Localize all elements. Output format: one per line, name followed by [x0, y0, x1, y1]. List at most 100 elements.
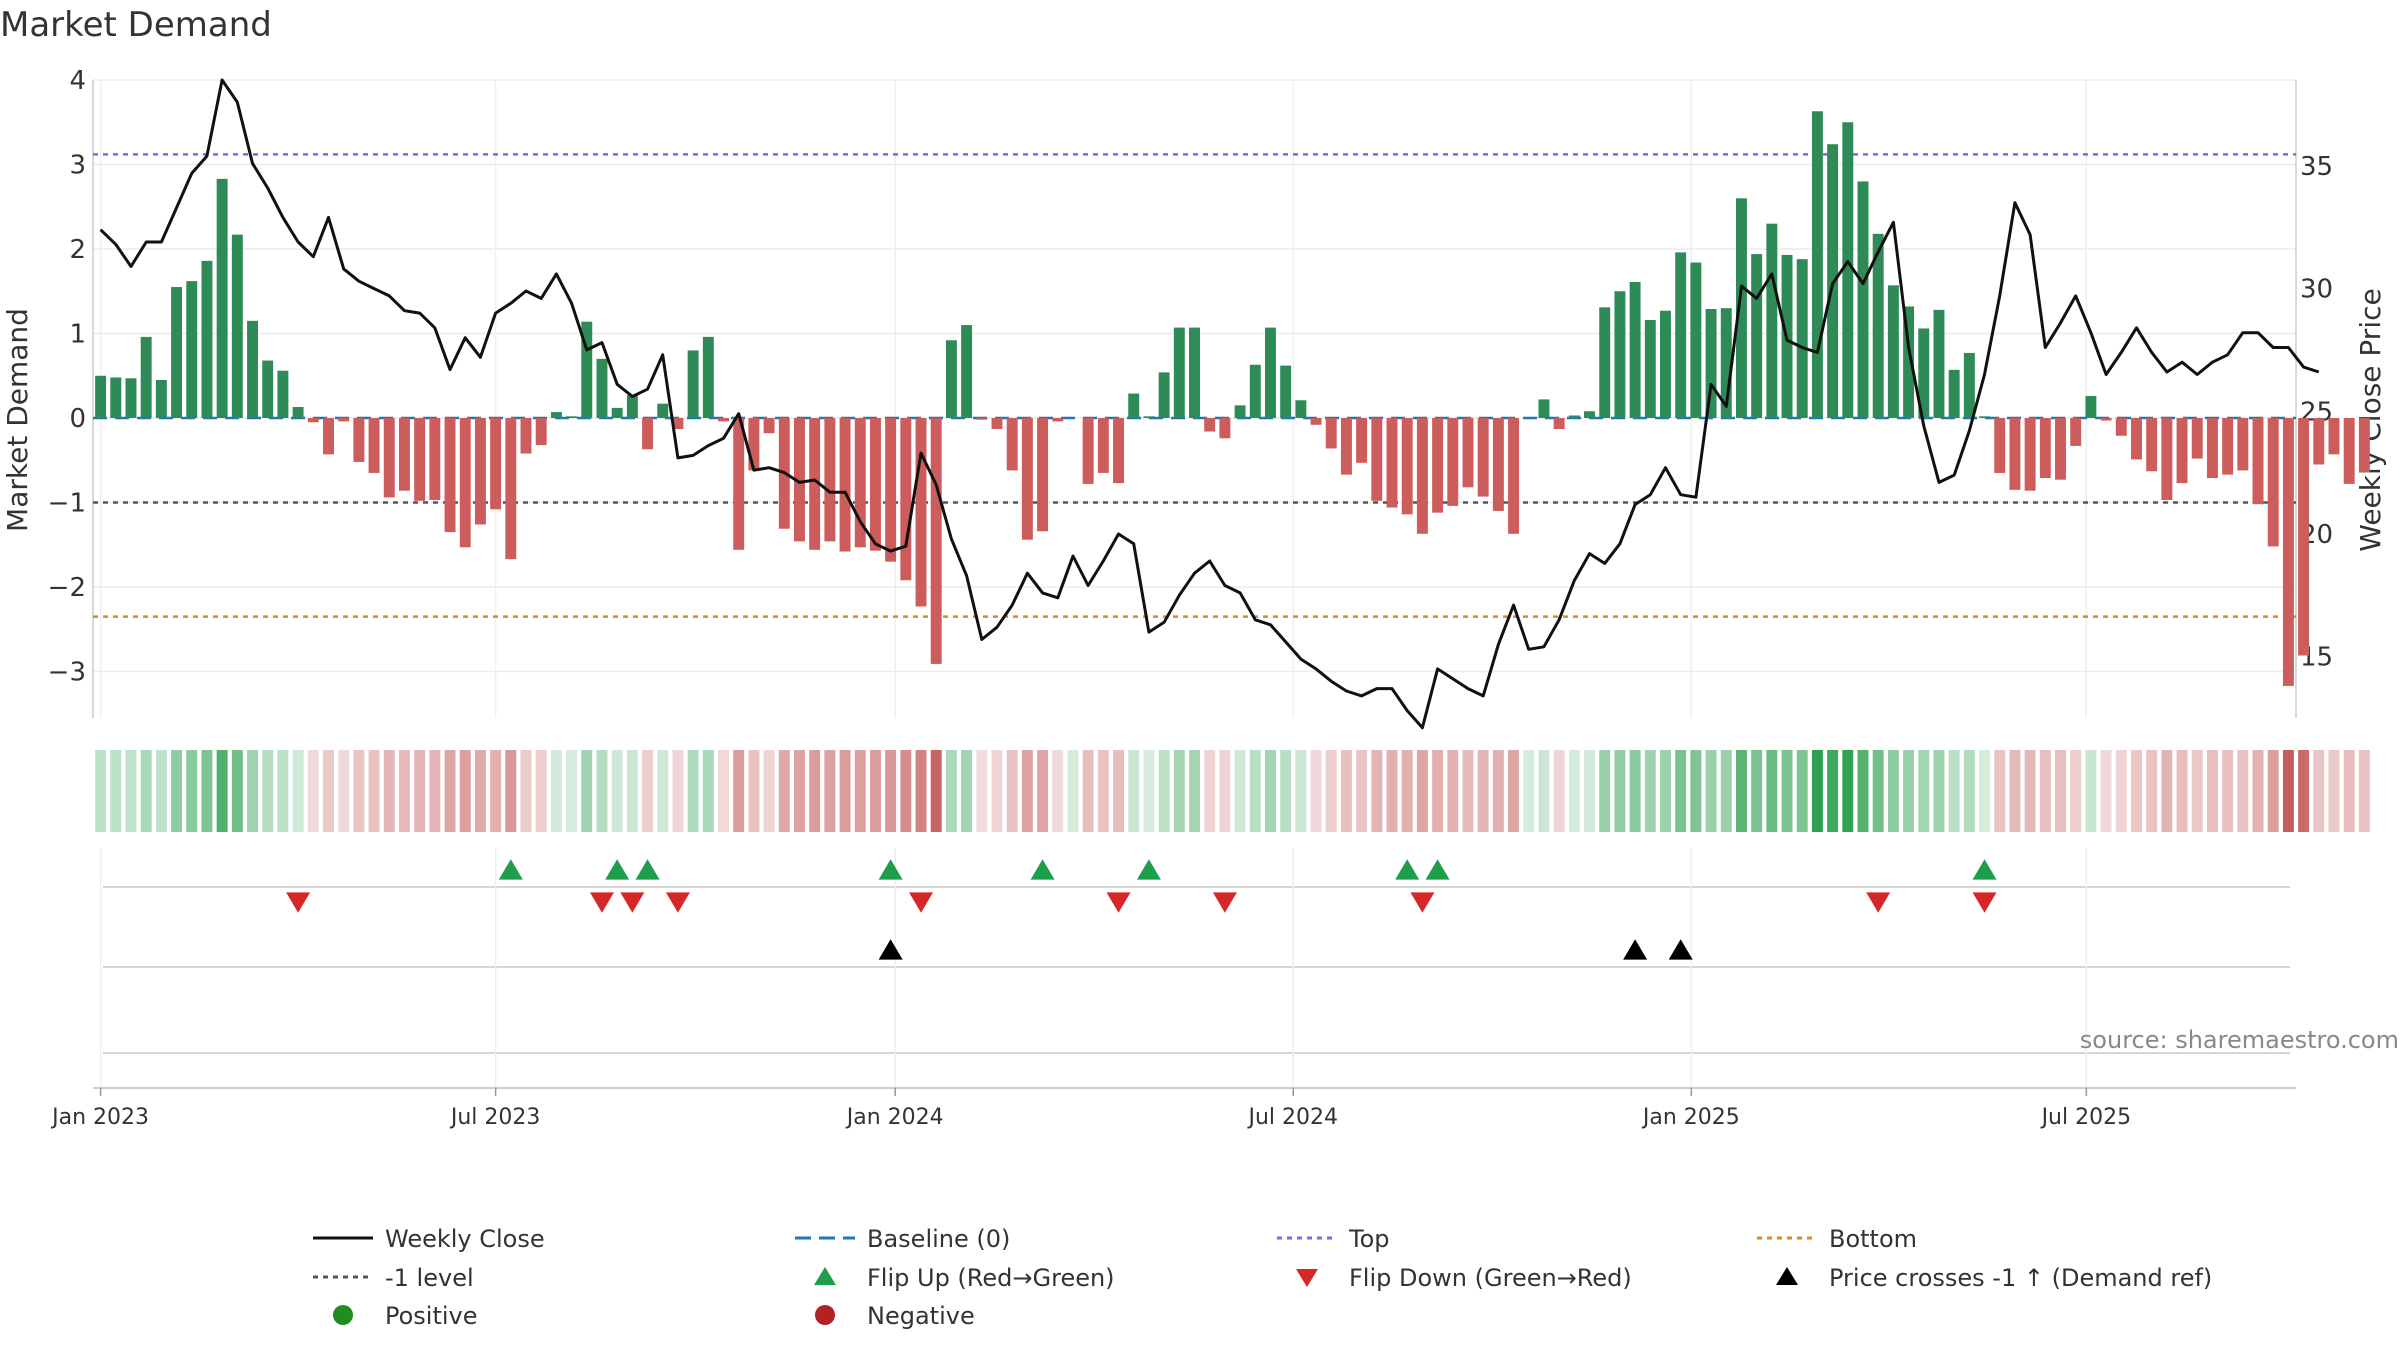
heat-cell	[794, 750, 805, 832]
demand-bar	[1690, 262, 1702, 419]
legend-item: -1 level	[313, 1264, 474, 1292]
heat-cell	[1462, 750, 1474, 832]
heat-cell	[611, 750, 623, 832]
heat-cell	[854, 750, 866, 832]
demand-bar	[2055, 418, 2066, 480]
demand-bar	[2024, 418, 2036, 491]
x-tick-label: Jan 2023	[50, 1105, 149, 1130]
demand-bar	[763, 418, 775, 434]
demand-bar	[2009, 418, 2021, 490]
heat-cell	[976, 750, 988, 832]
demand-bar	[1310, 418, 1322, 425]
demand-bar	[1113, 418, 1125, 484]
heat-cell	[125, 750, 137, 832]
heat-cell	[1553, 750, 1565, 832]
demand-bar	[1477, 418, 1489, 497]
heat-cell	[2131, 750, 2142, 832]
flip-down-marker	[1866, 892, 1891, 913]
heat-cell	[642, 750, 654, 832]
flip-down-marker	[1410, 892, 1435, 913]
heat-cell	[733, 750, 745, 832]
heat-cell	[945, 750, 957, 832]
heat-cell	[1219, 750, 1231, 832]
demand-bar	[2358, 418, 2370, 473]
demand-bar	[474, 418, 486, 525]
heat-cell	[550, 750, 562, 832]
flip-down-marker	[1106, 892, 1131, 913]
heat-cell	[2055, 750, 2066, 832]
demand-bar	[1660, 310, 1671, 419]
demand-bar	[945, 340, 957, 419]
heat-cell	[1644, 750, 1656, 832]
y-tick-label: 3	[69, 151, 86, 181]
demand-bar	[1963, 352, 1975, 419]
demand-bar	[1811, 111, 1823, 419]
demand-bar	[839, 418, 851, 552]
heat-cell	[1189, 750, 1200, 832]
demand-bar	[2176, 418, 2188, 484]
demand-heat-strip	[95, 750, 2370, 832]
heat-cell	[2282, 750, 2294, 832]
demand-bar	[1857, 181, 1869, 419]
heat-cell	[368, 750, 380, 832]
demand-bar	[718, 418, 729, 422]
demand-bar	[201, 260, 213, 419]
demand-bar	[1082, 418, 1094, 484]
demand-bar	[1097, 418, 1109, 473]
demand-bar	[2161, 418, 2173, 500]
heat-cell	[1204, 750, 1216, 832]
flip-up-marker	[1136, 859, 1161, 880]
legend-item: Baseline (0)	[795, 1225, 1010, 1253]
demand-bar	[292, 407, 304, 419]
demand-bar	[1872, 233, 1884, 419]
heat-cell	[201, 750, 213, 832]
demand-bar	[642, 418, 654, 450]
heat-cell	[520, 750, 532, 832]
demand-bar	[824, 418, 836, 542]
heat-cell	[155, 750, 167, 832]
heat-cell	[1857, 750, 1869, 832]
heat-cell	[748, 750, 760, 832]
heat-cell	[869, 750, 881, 832]
heat-cell	[626, 750, 638, 832]
heat-cell	[2085, 750, 2097, 832]
legend-label: Price crosses -1 ↑ (Demand ref)	[1829, 1264, 2212, 1292]
y-tick-label: 1	[69, 320, 86, 350]
heat-cell	[1523, 750, 1535, 832]
weekly-close-line	[99, 78, 2320, 730]
demand-bar	[1735, 198, 1747, 419]
heat-cell	[292, 750, 304, 832]
heat-cell	[1416, 750, 1428, 832]
y2-tick-label: 35	[2300, 152, 2333, 182]
demand-bar	[1249, 364, 1261, 419]
demand-bar	[1614, 291, 1626, 419]
demand-bar	[1037, 418, 1049, 532]
flip-down-marker	[286, 892, 311, 913]
legend-label: Positive	[385, 1302, 478, 1330]
demand-bar	[1416, 418, 1428, 534]
heat-cell	[1979, 750, 1991, 832]
heat-cell	[763, 750, 775, 832]
demand-bar	[1796, 259, 1808, 419]
heat-cell	[231, 750, 243, 832]
demand-bar	[323, 418, 334, 455]
demand-bar	[2070, 418, 2082, 446]
demand-bar	[95, 375, 107, 419]
heat-cell	[186, 750, 198, 832]
heat-cell	[824, 750, 836, 832]
heat-cell	[1781, 750, 1793, 832]
legend-swatch-triangle-up	[1776, 1267, 1798, 1285]
heat-cell	[2024, 750, 2036, 832]
demand-bar	[1280, 365, 1292, 419]
legend-label: Weekly Close	[385, 1225, 545, 1253]
demand-bar	[1234, 405, 1246, 419]
heat-cell	[2161, 750, 2173, 832]
demand-bar	[1994, 418, 2006, 473]
y-axis-label: Market Demand	[1, 308, 34, 532]
flip-down-marker	[665, 892, 690, 913]
legend-label: Flip Down (Green→Red)	[1349, 1264, 1632, 1292]
demand-bar	[1219, 418, 1231, 439]
demand-bar	[2085, 396, 2097, 419]
heat-cell	[505, 750, 517, 832]
heat-cell	[839, 750, 851, 832]
